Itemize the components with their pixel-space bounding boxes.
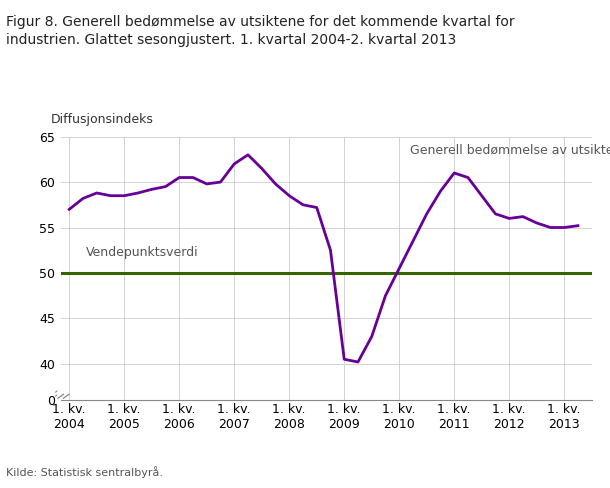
Text: Diffusjonsindeks: Diffusjonsindeks bbox=[51, 114, 153, 126]
Text: Kilde: Statistisk sentralbyrå.: Kilde: Statistisk sentralbyrå. bbox=[6, 467, 163, 478]
Text: Figur 8. Generell bedømmelse av utsiktene for det kommende kvartal for
industrie: Figur 8. Generell bedømmelse av utsikten… bbox=[6, 15, 515, 47]
Text: Vendepunktsverdi: Vendepunktsverdi bbox=[86, 246, 198, 259]
Text: Generell bedømmelse av utsiktene: Generell bedømmelse av utsiktene bbox=[410, 143, 610, 157]
